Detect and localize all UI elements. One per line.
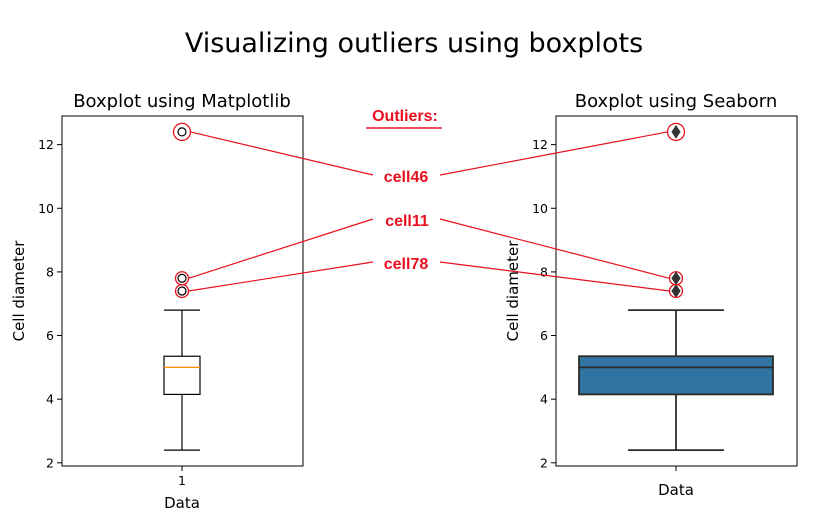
matplotlib-ytick-label: 4 xyxy=(46,392,54,407)
seaborn-ytick-label: 10 xyxy=(532,201,548,216)
matplotlib-outlier-marker xyxy=(177,286,187,296)
seaborn-xlabel: Data xyxy=(658,481,694,499)
matplotlib-outlier-marker xyxy=(177,127,187,137)
seaborn-ylabel: Cell diameter xyxy=(504,240,522,342)
matplotlib-title: Boxplot using Matplotlib xyxy=(73,91,291,112)
seaborn-panel: Boxplot using Seaborn 2 4 6 8 10 12 Cell diam… xyxy=(504,91,798,499)
outlier-label-cell78: cell78 xyxy=(384,256,429,273)
seaborn-boxplot xyxy=(578,122,774,451)
seaborn-outlier-marker xyxy=(671,284,681,298)
matplotlib-box xyxy=(163,355,201,396)
matplotlib-ylabel: Cell diameter xyxy=(10,240,28,342)
figure-title: Visualizing outliers using boxplots xyxy=(185,28,643,59)
matplotlib-ytick-label: 6 xyxy=(46,328,54,343)
matplotlib-y-axis: 2 4 6 8 10 12 xyxy=(38,137,62,470)
seaborn-ytick-label: 4 xyxy=(540,392,548,407)
matplotlib-outlier-highlight-ring xyxy=(172,122,192,142)
connector-right-cell46 xyxy=(439,131,668,176)
matplotlib-xlabel: Data xyxy=(164,494,200,512)
outlier-label-cell11: cell11 xyxy=(385,213,429,230)
seaborn-outlier-marker xyxy=(671,125,681,139)
connector-right-cell11 xyxy=(439,218,670,279)
matplotlib-outlier-marker xyxy=(177,273,187,283)
matplotlib-xtick-label: 1 xyxy=(178,473,186,488)
outlier-annotations: Outliers: cell46 cell11 cell78 xyxy=(188,108,670,292)
seaborn-title: Boxplot using Seaborn xyxy=(575,91,777,112)
outliers-header: Outliers: xyxy=(372,108,438,125)
seaborn-ytick-label: 12 xyxy=(532,137,548,152)
matplotlib-ytick-label: 10 xyxy=(38,201,54,216)
connector-right-cell78 xyxy=(439,261,670,292)
matplotlib-panel: Boxplot using Matplotlib 2 4 6 8 10 12 1 Cell… xyxy=(10,91,304,512)
connector-left-cell46 xyxy=(190,131,374,176)
annotation-labels: cell46 cell11 cell78 xyxy=(384,169,429,273)
matplotlib-ytick-label: 12 xyxy=(38,137,54,152)
seaborn-ytick-label: 6 xyxy=(540,328,548,343)
seaborn-y-axis: 2 4 6 8 10 12 xyxy=(532,137,556,470)
matplotlib-ytick-label: 8 xyxy=(46,264,54,279)
seaborn-box xyxy=(578,355,774,396)
matplotlib-boxplot xyxy=(163,122,201,451)
connector-left-cell11 xyxy=(188,218,374,279)
seaborn-ytick-label: 2 xyxy=(540,455,548,470)
outlier-label-cell46: cell46 xyxy=(384,169,429,186)
seaborn-outlier-marker xyxy=(671,271,681,286)
annotation-connector-lines xyxy=(188,131,670,292)
matplotlib-ytick-label: 2 xyxy=(46,455,54,470)
matplotlib-x-axis: 1 xyxy=(178,466,186,488)
connector-left-cell78 xyxy=(188,261,374,292)
seaborn-ytick-label: 8 xyxy=(540,264,548,279)
